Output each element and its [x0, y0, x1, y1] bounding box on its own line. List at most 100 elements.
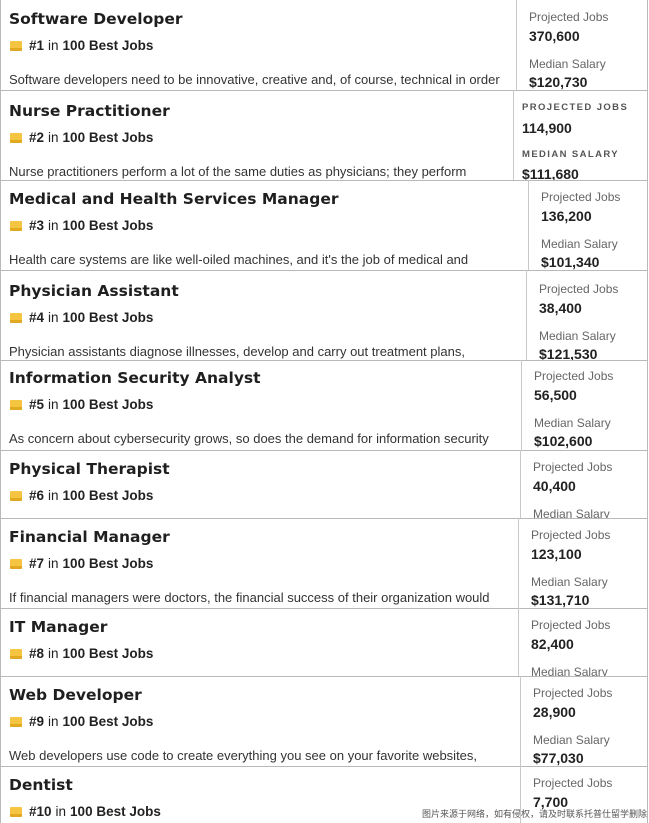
stat-label: Median Salary: [533, 733, 610, 747]
rank-line: #9 in 100 Best Jobs: [10, 714, 153, 729]
rank-icon: [10, 40, 22, 51]
stat-label: Median Salary: [541, 237, 618, 251]
stat-label: Projected Jobs: [531, 618, 611, 632]
job-row: Software Developer #1 in 100 Best Jobs Softw…: [0, 0, 648, 91]
stat-value: 82,400: [531, 636, 574, 652]
list-name: 100 Best Jobs: [62, 397, 154, 412]
rank: #2: [29, 130, 45, 145]
stat-label: Projected Jobs: [529, 10, 609, 24]
job-description: Web developers use code to create everyt…: [9, 748, 478, 763]
stat-value: 123,100: [531, 546, 582, 562]
stat-value: $102,600: [534, 433, 593, 449]
rank-icon: [10, 220, 22, 231]
list-name: 100 Best Jobs: [62, 488, 154, 503]
rank-line: #8 in 100 Best Jobs: [10, 646, 153, 661]
job-description: Health care systems are like well-oiled …: [9, 252, 469, 267]
job-description: Nurse practitioners perform a lot of the…: [9, 164, 467, 179]
rank-line: #3 in 100 Best Jobs: [10, 218, 153, 233]
job-description: If financial managers were doctors, the …: [9, 590, 490, 605]
stats-panel: Projected Jobs 38,400 Median Salary $121,53…: [526, 270, 647, 361]
rank-line: #7 in 100 Best Jobs: [10, 556, 153, 571]
stats-panel: Projected Jobs 28,900 Median Salary $77,030: [520, 676, 647, 766]
rank: #1: [29, 38, 45, 53]
list-name: 100 Best Jobs: [62, 646, 154, 661]
stat-value: 40,400: [533, 478, 576, 494]
job-row: Web Developer #9 in 100 Best Jobs Web develo…: [0, 676, 648, 767]
job-description: As concern about cybersecurity grows, so…: [9, 431, 489, 446]
stat-label: Projected Jobs: [533, 686, 613, 700]
job-row: Physical Therapist #6 in 100 Best Jobs Proje…: [0, 450, 648, 519]
list-name: 100 Best Jobs: [62, 714, 154, 729]
job-row: Financial Manager #7 in 100 Best Jobs If fin…: [0, 518, 648, 609]
stat-label: Projected Jobs: [534, 369, 614, 383]
rank-icon: [10, 806, 22, 817]
job-row: Physician Assistant #4 in 100 Best Jobs Phys…: [0, 270, 648, 361]
list-name: 100 Best Jobs: [62, 218, 154, 233]
rank: #3: [29, 218, 45, 233]
stats-panel: Projected Jobs 82,400 Median Salary: [518, 608, 647, 677]
stat-value: $120,730: [529, 74, 588, 90]
stat-label: Median Salary: [529, 57, 606, 71]
stat-value: 370,600: [529, 28, 580, 44]
stat-label: Projected Jobs: [539, 282, 619, 296]
stat-value: $111,680: [522, 166, 579, 181]
rank-line: #2 in 100 Best Jobs: [10, 130, 153, 145]
stat-value: $121,530: [539, 346, 598, 361]
rank-line: #5 in 100 Best Jobs: [10, 397, 153, 412]
rank-word: in: [48, 488, 59, 503]
rank: #10: [29, 804, 52, 819]
stat-label: Median Salary: [531, 575, 608, 589]
rank-icon: [10, 132, 22, 143]
list-name: 100 Best Jobs: [62, 38, 154, 53]
stat-label: Median Salary: [539, 329, 616, 343]
rank-line: #10 in 100 Best Jobs: [10, 804, 161, 819]
stats-panel: Projected Jobs 56,500 Median Salary $102,60…: [521, 360, 647, 450]
job-title: Physician Assistant: [9, 282, 179, 300]
job-title: Software Developer: [9, 10, 183, 28]
stat-value: 38,400: [539, 300, 582, 316]
job-row: Dentist #10 in 100 Best Jobs Projected Jobs 7…: [0, 766, 648, 823]
job-title: Information Security Analyst: [9, 369, 261, 387]
stat-value: 56,500: [534, 387, 577, 403]
stat-label: Median Salary: [533, 507, 610, 519]
job-description: Physician assistants diagnose illnesses,…: [9, 344, 465, 359]
rank-word: in: [48, 310, 59, 325]
job-title: IT Manager: [9, 618, 108, 636]
rank-word: in: [55, 804, 67, 819]
list-name: 100 Best Jobs: [62, 556, 154, 571]
stat-label: MEDIAN SALARY: [522, 149, 620, 160]
list-name: 100 Best Jobs: [62, 310, 154, 325]
stat-label: Projected Jobs: [533, 776, 613, 790]
watermark: 图片来源于网络，如有侵权，请及时联系托普仕留学删除: [421, 809, 647, 819]
job-title: Dentist: [9, 776, 73, 794]
stat-value: $101,340: [541, 254, 600, 270]
stat-value: $131,710: [531, 592, 590, 608]
rank: #5: [29, 397, 45, 412]
job-row: Nurse Practitioner #2 in 100 Best Jobs Nurse…: [0, 90, 648, 181]
job-title: Financial Manager: [9, 528, 170, 546]
stats-panel: Projected Jobs 7,700: [520, 766, 647, 823]
stat-label: Projected Jobs: [531, 528, 611, 542]
stat-value: 114,900: [522, 120, 572, 136]
stats-panel: Projected Jobs 123,100 Median Salary $131,7…: [518, 518, 647, 608]
stat-value: 136,200: [541, 208, 592, 224]
rank-word: in: [48, 130, 59, 145]
job-description: Software developers need to be innovativ…: [9, 72, 500, 87]
rank-icon: [10, 399, 22, 410]
rank-word: in: [48, 38, 59, 53]
rank: #8: [29, 646, 45, 661]
job-row: IT Manager #8 in 100 Best Jobs Projected Job…: [0, 608, 648, 677]
stat-label: Projected Jobs: [533, 460, 613, 474]
stat-value: $77,030: [533, 750, 584, 766]
stat-label: PROJECTED JOBS: [522, 102, 629, 113]
stats-panel: Projected Jobs 40,400 Median Salary: [520, 450, 647, 519]
rank-line: #6 in 100 Best Jobs: [10, 488, 153, 503]
stat-label: Median Salary: [531, 665, 608, 677]
job-title: Medical and Health Services Manager: [9, 190, 339, 208]
job-title: Web Developer: [9, 686, 142, 704]
rank-line: #1 in 100 Best Jobs: [10, 38, 153, 53]
rank-line: #4 in 100 Best Jobs: [10, 310, 153, 325]
rank-icon: [10, 648, 22, 659]
rank-icon: [10, 490, 22, 501]
